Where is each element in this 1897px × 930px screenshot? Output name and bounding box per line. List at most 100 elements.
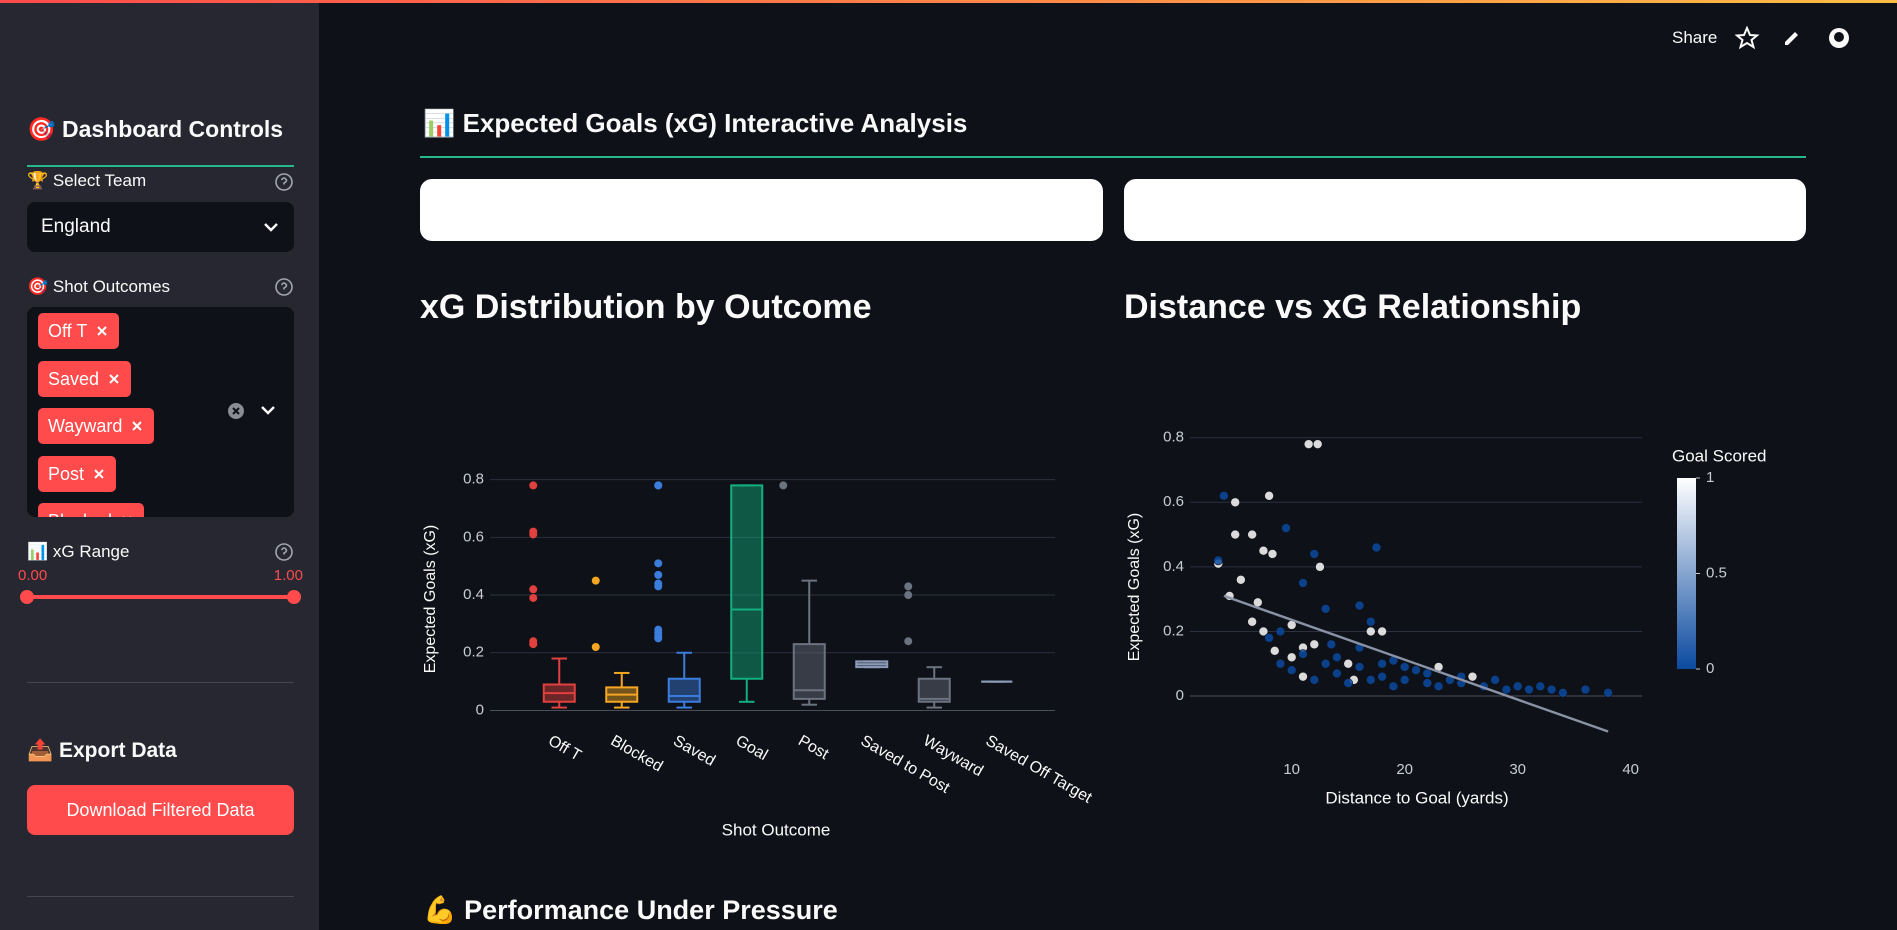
title-rule [27,165,294,167]
outcome-tag[interactable]: Wayward [38,408,155,444]
scatter-point [1343,678,1353,688]
scatter-point [1366,675,1376,685]
y-tick-label: 0.8 [463,471,484,488]
y-tick-label: 0.4 [1163,558,1184,575]
tag-remove-cross [109,373,119,384]
multiselect-controls [228,403,275,419]
colorbar-tick-label: 1 [1706,469,1714,486]
xg-range-slider[interactable]: 0.00 1.00 [0,564,319,610]
x-tick-label: Saved [670,732,718,769]
x-tick-label: 30 [1509,761,1526,778]
y-tick-label: 0 [1176,687,1184,704]
scatter-point [1332,652,1342,663]
slider-handle[interactable] [20,590,34,604]
colorbar [1677,478,1696,669]
outlier [904,582,913,591]
scatter-point [1275,658,1286,669]
scatter-point [1377,671,1387,682]
outlier [654,559,663,568]
scatter-point [1377,658,1387,669]
y-axis-title: Expected Goals (xG) [1126,513,1143,662]
outlier [904,637,913,646]
scatter-point [1422,678,1433,688]
share-button[interactable]: Share [1672,28,1718,47]
scatter-point [1247,529,1257,540]
toolbar-icons [1735,26,1849,50]
scatter-point [1230,529,1240,540]
team-select[interactable]: England [27,202,294,252]
scatter-point [1512,681,1523,692]
tag-remove-cross [132,421,143,431]
y-tick-label: 0.2 [463,644,484,661]
outcome-tag[interactable]: Blocked [38,503,145,517]
download-button[interactable]: Download Filtered Data [27,785,294,835]
y-tick-label: 0.6 [1163,493,1184,510]
chevron [264,223,278,232]
x-tick-label: 20 [1396,761,1413,778]
scatter-point [1258,626,1269,637]
help-icon[interactable] [275,173,293,191]
scatter-point [1354,662,1365,672]
colorbar-tick-label: 0.5 [1706,564,1727,581]
scatter-point [1303,439,1314,449]
help-icons [275,173,293,561]
box [730,484,764,680]
x-tick-label: Off T [545,732,584,764]
outlier [654,582,663,591]
scatter-point [1524,684,1534,695]
slider-handle[interactable] [287,590,301,604]
scatter-point [1326,639,1337,650]
scatter-point [1219,491,1229,501]
star-icon[interactable] [1735,26,1760,50]
scatter-point [1467,671,1478,682]
help-icon[interactable] [275,278,293,296]
outcome-tag[interactable]: Saved [38,360,132,397]
scatter-point [1332,668,1342,679]
scatter-point [1298,671,1308,682]
team-label: 🏆 Select Team [27,171,147,190]
outcomes-multiselect[interactable]: Off T Saved Wayward Post Blocked [27,307,294,517]
outcome-tag[interactable]: Off T [38,313,120,349]
scatter-point [1603,687,1613,698]
y-axis-title: Expected Goals (xG) [422,525,439,674]
tag-remove[interactable] [108,373,120,385]
metric-card [420,179,1103,241]
scatter-point [1258,545,1269,556]
page-title: 📊 Expected Goals (xG) Interactive Analys… [423,108,968,138]
scatter-point [1399,675,1410,685]
chart-title: xG Distribution by Outcome [420,288,872,326]
slider-value: 1.00 [274,567,303,584]
tag-remove[interactable] [96,325,108,337]
x-tick-label: 10 [1283,761,1300,778]
help-icon[interactable] [275,543,293,561]
y-tick-label: 0.8 [1163,429,1184,446]
scatter-point [1377,626,1387,637]
scatter-point [1281,523,1291,533]
scatter-point [1264,491,1274,501]
tag-remove[interactable] [93,468,105,480]
tag-remove[interactable] [131,420,143,432]
tag-remove-cross [94,468,104,479]
outlier [529,481,538,490]
scatter-point [1535,681,1546,692]
outlier [529,585,538,594]
tag-text: Off T [48,321,88,341]
scatter-point [1309,639,1320,650]
tag-text: Saved [48,368,100,389]
scatter-point [1269,646,1280,656]
scatter-point [1236,574,1246,585]
divider [27,896,294,897]
scatter-point [1558,687,1568,698]
metric-card [1124,179,1806,241]
scatter-point [1320,604,1331,614]
scatter-point [1247,616,1257,627]
outcome-tag[interactable]: Post [38,455,117,492]
scatter-point [1354,600,1365,611]
scatter-point [1546,684,1557,695]
edit-icon[interactable] [1785,32,1798,45]
outlier [904,591,913,600]
title-rule [420,156,1806,158]
chevron[interactable] [261,406,275,415]
scatter-point [1366,616,1376,627]
scatter-point [1320,658,1331,669]
